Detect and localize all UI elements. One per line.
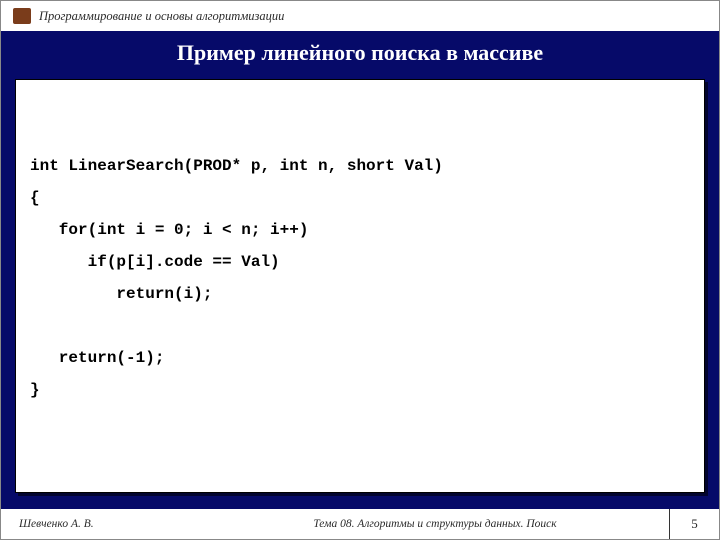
- course-title: Программирование и основы алгоритмизации: [39, 9, 284, 24]
- code-block: int LinearSearch(PROD* p, int n, short V…: [30, 150, 690, 406]
- slide-title: Пример линейного поиска в массиве: [177, 40, 543, 66]
- title-band: Пример линейного поиска в массиве: [1, 31, 719, 75]
- course-icon: [13, 8, 31, 24]
- code-panel: int LinearSearch(PROD* p, int n, short V…: [15, 79, 705, 493]
- header-bar: Программирование и основы алгоритмизации: [1, 1, 719, 31]
- slide: Программирование и основы алгоритмизации…: [0, 0, 720, 540]
- footer-bar: Шевченко А. В. Тема 08. Алгоритмы и стру…: [1, 509, 719, 539]
- page-number: 5: [669, 509, 719, 539]
- footer-topic: Тема 08. Алгоритмы и структуры данных. П…: [201, 518, 669, 530]
- footer-author: Шевченко А. В.: [1, 518, 201, 530]
